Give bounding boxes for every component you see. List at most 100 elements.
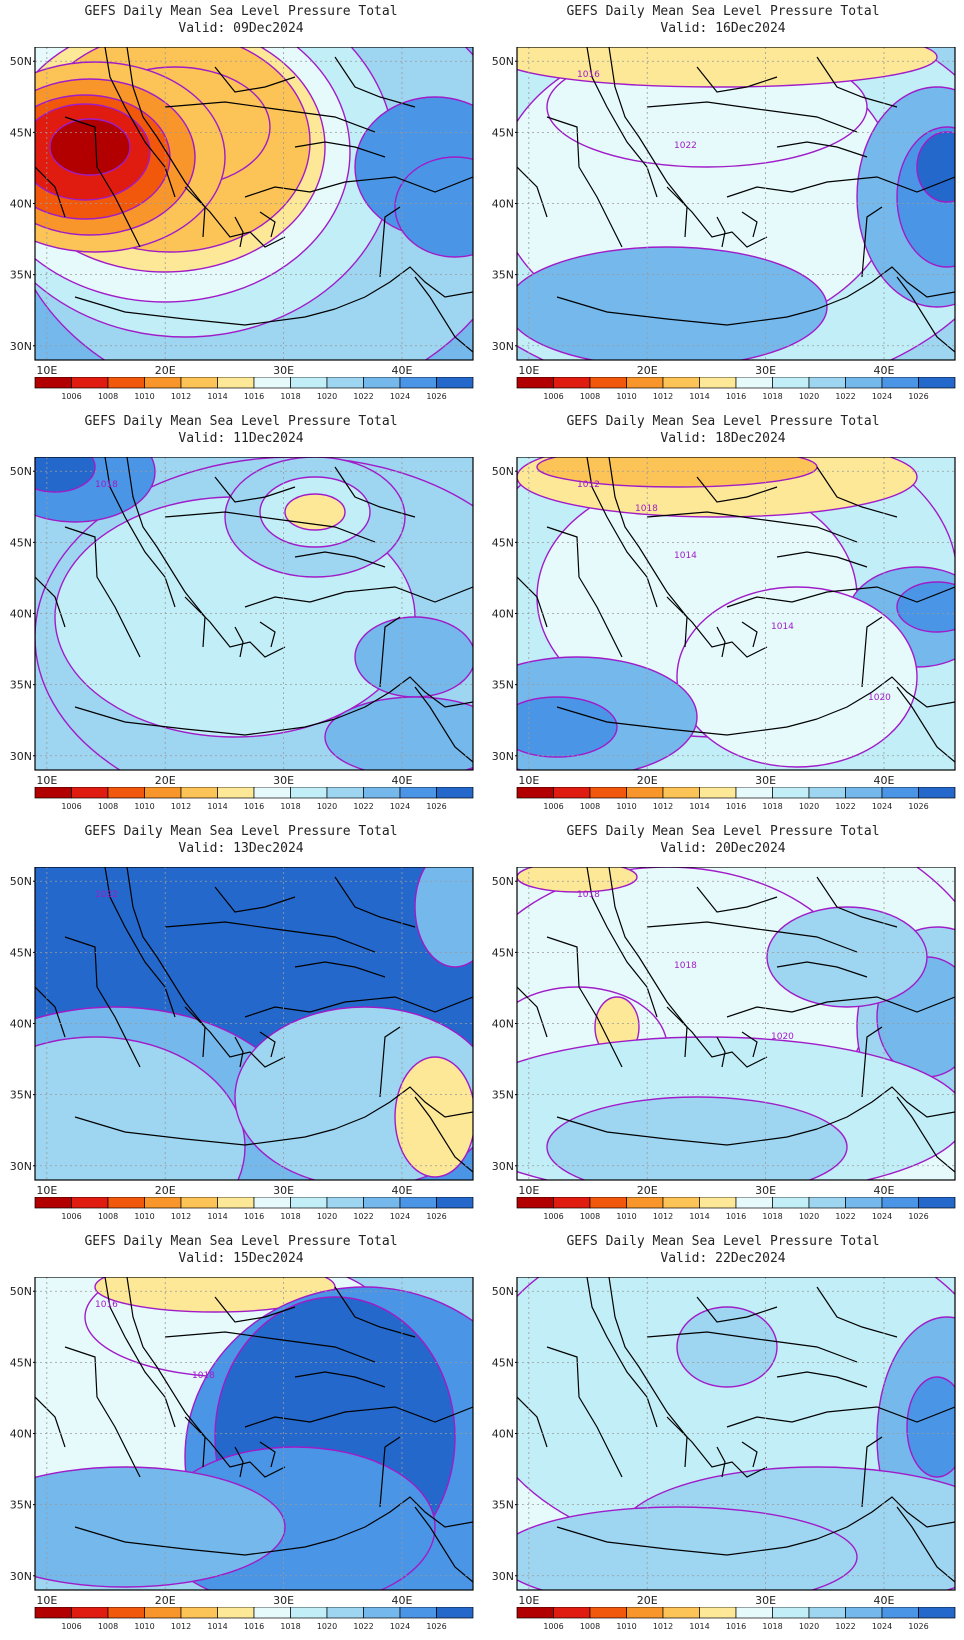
coastline [896,1506,955,1583]
coastline [64,936,141,1068]
longitude-label: 40E [873,1594,894,1607]
colorbar-label: 1016 [726,1622,746,1631]
map-panel: GEFS Daily Mean Sea Level Pressure Total… [482,0,964,410]
latitude-label: 50N [492,465,514,478]
isobar-band [394,1056,473,1178]
coastline [741,1441,758,1468]
coastline [776,551,868,568]
colorbar-swatch [626,787,664,799]
coastline [861,1436,883,1508]
isobar-label: 1022 [674,141,697,151]
coastline [517,986,548,1038]
isobar-label: 1018 [192,1371,215,1381]
coastline [379,1436,401,1508]
panel-title: GEFS Daily Mean Sea Level Pressure Total [84,1234,398,1249]
colorbar-label: 1026 [426,1212,446,1221]
coastline [64,116,141,248]
colorbar-swatch [918,1197,956,1209]
coastline [556,296,818,326]
colorbar-label: 1024 [390,1212,410,1221]
coastline [414,276,473,353]
coastline [164,511,376,543]
coastline [334,1086,473,1130]
longitude-label: 10E [518,1184,539,1197]
longitude-label: 30E [755,1184,776,1197]
coastline [776,1371,868,1388]
colorbar-swatch [881,1197,919,1209]
coastline [64,1346,141,1478]
colorbar-swatch [589,377,627,389]
longitude-label: 40E [873,1184,894,1197]
isobar-label: 1018 [674,961,697,971]
latitude-label: 40N [492,198,514,211]
coastline [334,1286,416,1338]
coastline [716,216,726,248]
panel-title: GEFS Daily Mean Sea Level Pressure Total [84,4,398,19]
coastline [164,101,376,133]
colorbar-swatch [735,1607,773,1619]
latitude-label: 30N [10,750,32,763]
coastline [74,706,336,736]
coastline [234,216,244,248]
panel-title: GEFS Daily Mean Sea Level Pressure Total [566,4,880,19]
coastline [861,206,883,278]
colorbar-label: 1014 [207,1212,227,1221]
colorbar-swatch [217,1607,255,1619]
colorbar-label: 1026 [908,802,928,811]
isobar-label: 1018 [635,504,658,514]
longitude-label: 30E [755,1594,776,1607]
map-panel: GEFS Daily Mean Sea Level Pressure Total… [0,820,482,1230]
panel-title: GEFS Daily Mean Sea Level Pressure Total [566,1234,880,1249]
coastline [586,457,658,608]
latitude-label: 40N [492,1428,514,1441]
colorbar-swatch [253,787,291,799]
panel-valid-date: Valid: 22Dec2024 [660,1251,786,1266]
panel-title: GEFS Daily Mean Sea Level Pressure Total [84,824,398,839]
latitude-label: 40N [10,608,32,621]
latitude-label: 50N [10,1285,32,1298]
colorbar-label: 1008 [98,392,118,401]
coastline [696,66,778,93]
colorbar-label: 1014 [689,392,709,401]
colorbar-swatch [735,1197,773,1209]
colorbar-label: 1020 [317,802,337,811]
coastline [741,1031,758,1058]
longitude-label: 10E [36,774,57,787]
colorbar-swatch [845,787,883,799]
isobar-band [517,867,638,893]
coastline [586,1277,658,1428]
longitude-label: 20E [637,364,658,377]
colorbar-swatch [217,1197,255,1209]
latitude-label: 40N [10,1018,32,1031]
colorbar-label: 1024 [390,802,410,811]
colorbar-swatch [516,1607,554,1619]
colorbar-label: 1012 [653,1212,673,1221]
colorbar-swatch [589,1197,627,1209]
coastline [776,141,868,158]
colorbar-swatch [881,377,919,389]
colorbar-label: 1008 [98,802,118,811]
panel-valid-date: Valid: 15Dec2024 [178,1251,304,1266]
colorbar-swatch [399,377,437,389]
longitude-label: 10E [36,364,57,377]
colorbar-swatch [144,787,182,799]
colorbar-swatch [699,787,737,799]
coastline [741,621,758,648]
coastline [104,457,176,608]
colorbar-swatch [553,377,591,389]
map-panel: GEFS Daily Mean Sea Level Pressure Total… [0,0,482,410]
colorbar-swatch [735,377,773,389]
coastline [726,996,955,1018]
coastline [35,1396,66,1448]
longitude-label: 10E [518,774,539,787]
isobar-band [414,867,473,968]
isobar-band [35,1036,246,1180]
colorbar-swatch [107,1197,145,1209]
longitude-label: 10E [518,1594,539,1607]
coastline [234,626,244,658]
colorbar-label: 1014 [207,1622,227,1631]
colorbar-swatch [436,1197,474,1209]
colorbar-swatch [363,1607,401,1619]
latitude-label: 35N [10,679,32,692]
coastline [816,1286,898,1338]
